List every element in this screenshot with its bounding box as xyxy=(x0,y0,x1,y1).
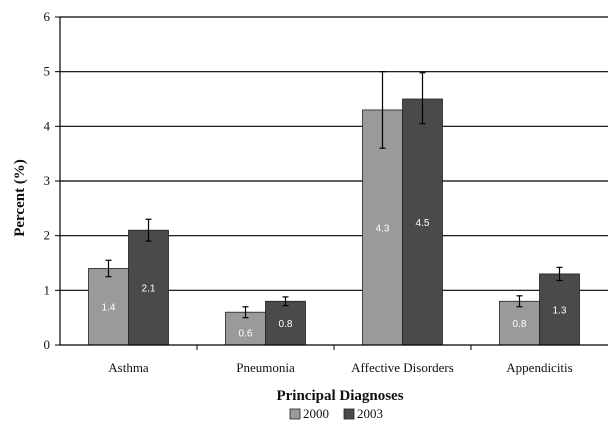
data-label: 1.4 xyxy=(102,303,116,314)
legend-label-2003: 2003 xyxy=(357,406,383,421)
data-label: 0.8 xyxy=(279,319,293,330)
data-label: 0.6 xyxy=(239,329,253,340)
x-category-label: Pneumonia xyxy=(236,360,295,375)
x-axis-title: Principal Diagnoses xyxy=(276,388,403,404)
y-tick-label: 5 xyxy=(44,64,51,79)
x-axis-categories: Asthma Pneumonia Affective Disorders Append… xyxy=(108,360,572,375)
legend-label-2000: 2000 xyxy=(303,406,329,421)
axes xyxy=(59,17,608,350)
legend-swatch-2003 xyxy=(343,408,355,420)
bar-2000-appendicitis xyxy=(499,300,540,346)
data-label: 4.3 xyxy=(376,223,390,234)
legend-swatch-2000 xyxy=(289,408,301,420)
y-axis-ticks: 0 1 2 3 4 5 6 xyxy=(44,9,60,352)
data-label: 1.3 xyxy=(553,305,567,316)
y-tick-label: 3 xyxy=(44,173,51,188)
y-tick-label: 2 xyxy=(44,228,51,243)
y-tick-label: 1 xyxy=(44,282,51,297)
bar-2003-appendicitis xyxy=(539,273,580,346)
x-category-label: Asthma xyxy=(108,360,149,375)
data-label: 0.8 xyxy=(513,319,527,330)
legend: 2000 2003 xyxy=(289,406,383,421)
y-tick-label: 4 xyxy=(44,118,51,133)
x-category-label: Affective Disorders xyxy=(351,360,454,375)
bar-2003-asthma xyxy=(128,229,169,346)
y-tick-label: 0 xyxy=(44,337,51,352)
y-axis-title: Percent (%) xyxy=(12,159,28,237)
data-label: 2.1 xyxy=(142,284,156,295)
bar-2000-affective-disorders xyxy=(362,109,403,346)
error-bars xyxy=(105,71,563,319)
bar-2000-asthma xyxy=(88,268,129,346)
bars xyxy=(88,98,580,346)
x-category-label: Appendicitis xyxy=(506,360,572,375)
data-labels: 1.4 2.1 0.6 0.8 4.3 4.5 0.8 1.3 xyxy=(102,218,567,340)
y-tick-label: 6 xyxy=(44,9,51,24)
data-label: 4.5 xyxy=(416,218,430,229)
